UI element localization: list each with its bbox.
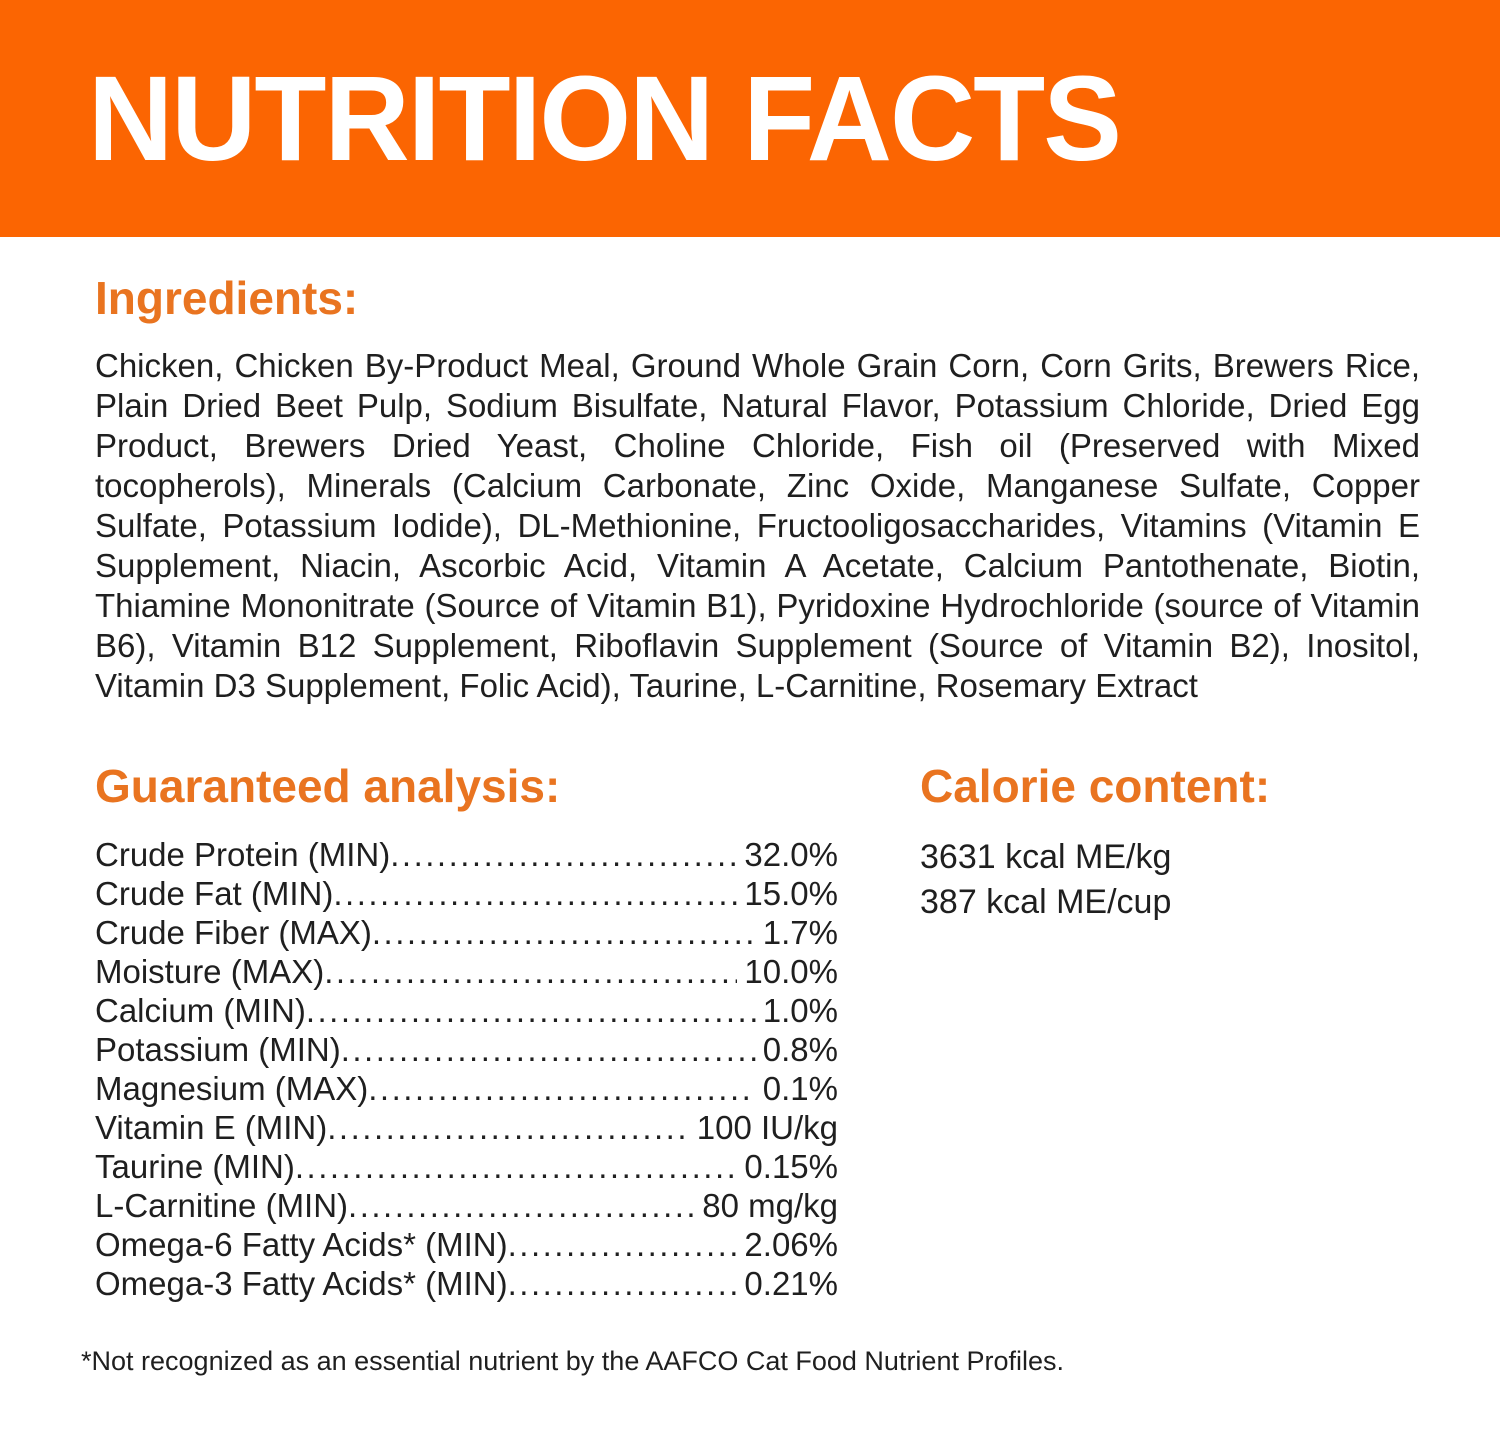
analysis-value: 0.1% bbox=[762, 1070, 838, 1108]
analysis-row: Crude Protein (MIN) 32.0% bbox=[95, 835, 838, 874]
analysis-value: 0.21% bbox=[744, 1265, 838, 1303]
analysis-columns: Guaranteed analysis: Crude Protein (MIN)… bbox=[95, 759, 1420, 1304]
analysis-label: Omega-6 Fatty Acids* (MIN) bbox=[95, 1226, 508, 1264]
analysis-value: 0.15% bbox=[744, 1148, 838, 1186]
analysis-value: 1.0% bbox=[762, 992, 838, 1030]
guaranteed-analysis-section: Guaranteed analysis: Crude Protein (MIN)… bbox=[95, 759, 838, 1304]
analysis-label: Taurine (MIN) bbox=[95, 1148, 295, 1186]
analysis-row: Crude Fiber (MAX) 1.7% bbox=[95, 913, 838, 952]
dot-leader bbox=[390, 835, 737, 874]
header-banner: NUTRITION FACTS bbox=[0, 0, 1500, 237]
dot-leader bbox=[324, 952, 737, 991]
analysis-label: L-Carnitine (MIN) bbox=[95, 1187, 349, 1225]
analysis-label: Potassium (MIN) bbox=[95, 1031, 341, 1069]
footnote: *Not recognized as an essential nutrient… bbox=[81, 1346, 1064, 1377]
analysis-row: Magnesium (MAX) 0.1% bbox=[95, 1069, 838, 1108]
analysis-row: Omega-6 Fatty Acids* (MIN) 2.06% bbox=[95, 1225, 838, 1264]
ingredients-section: Ingredients: Chicken, Chicken By-Product… bbox=[95, 273, 1420, 706]
analysis-label: Omega-3 Fatty Acids* (MIN) bbox=[95, 1265, 508, 1303]
analysis-row: Vitamin E (MIN) 100 IU/kg bbox=[95, 1108, 838, 1147]
analysis-row: Moisture (MAX) 10.0% bbox=[95, 952, 838, 991]
calorie-value-per-kg: 3631 kcal ME/kg bbox=[920, 838, 1172, 877]
analysis-row: Potassium (MIN) 0.8% bbox=[95, 1030, 838, 1069]
dot-leader bbox=[306, 991, 756, 1030]
analysis-row: Crude Fat (MIN) 15.0% bbox=[95, 874, 838, 913]
analysis-label: Crude Fat (MIN) bbox=[95, 875, 334, 913]
analysis-value: 1.7% bbox=[762, 914, 838, 952]
dot-leader bbox=[333, 874, 737, 913]
analysis-label: Moisture (MAX) bbox=[95, 953, 325, 991]
dot-leader bbox=[508, 1225, 738, 1264]
calorie-content-heading: Calorie content: bbox=[920, 759, 1271, 812]
analysis-row: L-Carnitine (MIN) 80 mg/kg bbox=[95, 1186, 838, 1225]
analysis-label: Crude Protein (MIN) bbox=[95, 836, 391, 874]
analysis-value: 15.0% bbox=[744, 875, 838, 913]
calorie-value-per-cup: 387 kcal ME/cup bbox=[920, 883, 1172, 922]
dot-leader bbox=[341, 1030, 756, 1069]
analysis-label: Calcium (MIN) bbox=[95, 992, 306, 1030]
analysis-label: Crude Fiber (MAX) bbox=[95, 914, 372, 952]
ingredients-text: Chicken, Chicken By-Product Meal, Ground… bbox=[95, 346, 1420, 704]
dot-leader bbox=[295, 1147, 738, 1186]
dot-leader bbox=[348, 1186, 695, 1225]
analysis-row: Taurine (MIN) 0.15% bbox=[95, 1147, 838, 1186]
dot-leader bbox=[372, 913, 756, 952]
analysis-value: 100 IU/kg bbox=[696, 1109, 838, 1147]
analysis-row: Omega-3 Fatty Acids* (MIN) 0.21% bbox=[95, 1264, 838, 1303]
page-title: NUTRITION FACTS bbox=[88, 51, 1122, 186]
calorie-content-section: Calorie content: 3631 kcal ME/kg 387 kca… bbox=[920, 759, 1420, 926]
analysis-value: 80 mg/kg bbox=[702, 1187, 838, 1225]
analysis-label: Magnesium (MAX) bbox=[95, 1070, 369, 1108]
analysis-label: Vitamin E (MIN) bbox=[95, 1109, 328, 1147]
dot-leader bbox=[368, 1069, 756, 1108]
analysis-value: 32.0% bbox=[744, 836, 838, 874]
analysis-row: Calcium (MIN) 1.0% bbox=[95, 991, 838, 1030]
guaranteed-analysis-heading: Guaranteed analysis: bbox=[95, 759, 561, 812]
ingredients-heading: Ingredients: bbox=[95, 272, 359, 324]
label-body: Ingredients: Chicken, Chicken By-Product… bbox=[0, 273, 1500, 1378]
dot-leader bbox=[508, 1264, 738, 1303]
guaranteed-analysis-list: Crude Protein (MIN) 32.0% Crude Fat (MIN… bbox=[95, 835, 838, 1303]
analysis-value: 0.8% bbox=[762, 1031, 838, 1069]
calorie-values: 3631 kcal ME/kg 387 kcal ME/cup bbox=[920, 835, 1420, 925]
analysis-value: 2.06% bbox=[744, 1226, 838, 1264]
dot-leader bbox=[327, 1108, 689, 1147]
analysis-value: 10.0% bbox=[744, 953, 838, 991]
